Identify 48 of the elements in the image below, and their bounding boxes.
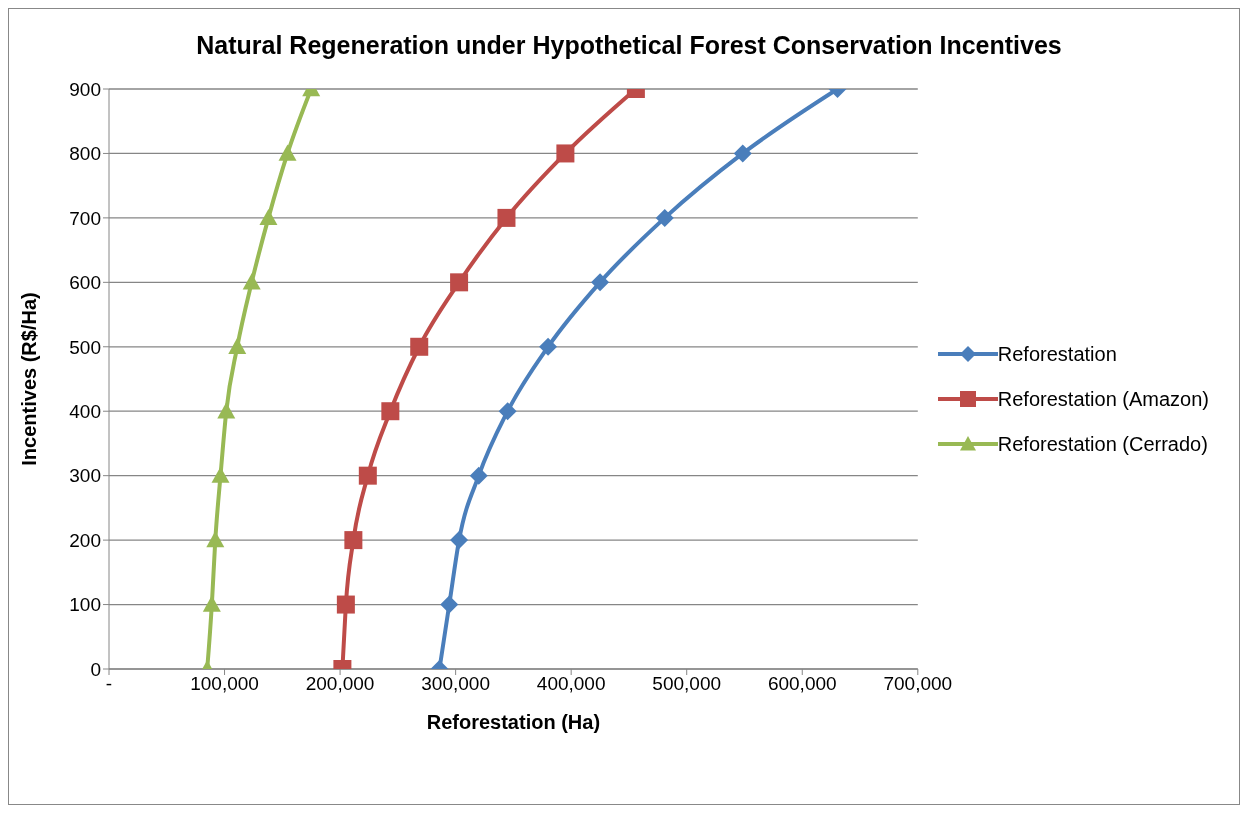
y-tick-label: 100 [69, 594, 101, 616]
point [450, 531, 469, 550]
point [591, 273, 610, 292]
point [206, 531, 225, 548]
point [498, 402, 517, 421]
y-tick-label: 400 [69, 400, 101, 422]
y-tick-label: 600 [69, 272, 101, 294]
point [469, 466, 488, 485]
point [381, 402, 400, 421]
point [278, 144, 297, 161]
x-tick-label: 500,000 [652, 673, 722, 695]
y-tick-label: 900 [69, 78, 101, 100]
point [228, 337, 247, 354]
x-axis-title: Reforestation (Ha) [426, 711, 601, 733]
x-tick-label: 300,000 [421, 673, 490, 695]
point [358, 466, 377, 485]
point [259, 208, 278, 226]
x-tick-label: 700,000 [883, 673, 953, 695]
point [539, 337, 558, 356]
x-tick-label: 100,000 [190, 673, 259, 695]
legend-label: Reforestation [997, 342, 1117, 366]
y-axis-title: Incentives (R$/Ha) [18, 292, 41, 466]
y-tick-label: 200 [69, 529, 101, 551]
y-tick-label: 500 [69, 336, 101, 358]
point [344, 531, 363, 550]
y-tick-label: 700 [69, 207, 101, 229]
point [497, 208, 516, 227]
y-tick-label: 300 [69, 465, 101, 487]
legend-label: Reforestation (Cerrado) [997, 432, 1208, 456]
point [336, 595, 355, 614]
point [242, 273, 261, 290]
point [410, 337, 429, 356]
point [450, 273, 469, 292]
y-tick-label: 800 [69, 143, 101, 165]
legend-label: Reforestation (Amazon) [997, 387, 1209, 411]
point [211, 466, 230, 483]
point [556, 144, 575, 163]
x-tick-label: 400,000 [536, 673, 606, 695]
point [655, 208, 674, 227]
x-tick-label: - [105, 673, 113, 695]
x-tick-label: 200,000 [305, 673, 375, 695]
x-tick-label: 600,000 [767, 673, 837, 695]
point [217, 402, 236, 419]
point [202, 595, 221, 612]
point [733, 144, 752, 163]
y-tick-label: 0 [90, 658, 101, 680]
chart-title: Natural Regeneration under Hypothetical Forest Conservation Incentives [195, 31, 1063, 60]
point [440, 595, 459, 614]
